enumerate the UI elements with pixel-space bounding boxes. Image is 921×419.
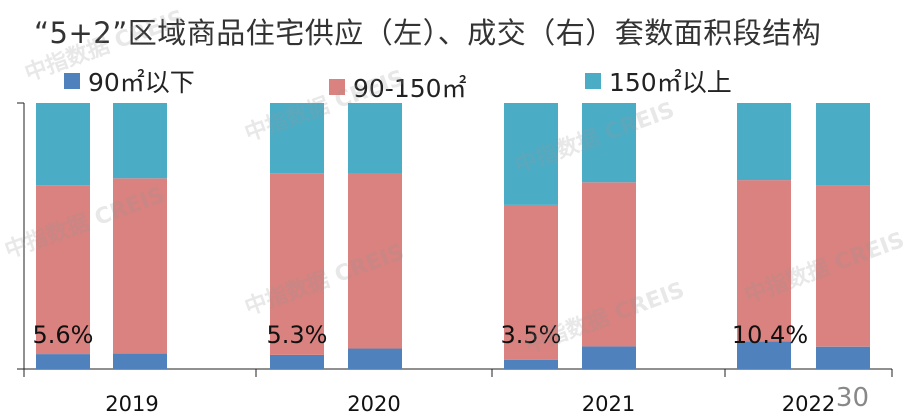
bar-segment-mid [582, 182, 636, 347]
bar-segment-mid [270, 173, 324, 355]
legend-label-mid: 90-150㎡ [353, 74, 467, 103]
legend-swatch-large [585, 73, 601, 89]
legend-label-small: 90㎡以下 [88, 68, 195, 97]
bar-segment-mid [816, 185, 870, 347]
bar-segment-large [270, 103, 324, 174]
bar-segment-large [348, 103, 402, 173]
legend-item-small: 90㎡以下 [64, 66, 195, 97]
data-label: 5.6% [33, 321, 94, 349]
x-tick-label: 2022 [782, 392, 835, 416]
bar-segment-small [816, 346, 870, 369]
bar-segment-small [737, 341, 791, 369]
legend-label-large: 150㎡以上 [609, 68, 732, 97]
bar-segment-large [113, 103, 167, 179]
bar-segment-large [816, 103, 870, 186]
bar-segment-large [582, 103, 636, 183]
x-tick-label: 2020 [347, 392, 400, 416]
bar-segment-small [270, 354, 324, 369]
bar-segment-small [582, 346, 636, 369]
x-tick-label: 2019 [105, 392, 158, 416]
data-label: 3.5% [501, 321, 562, 349]
legend-swatch-small [64, 73, 80, 89]
bar-segment-mid [504, 204, 558, 360]
page-number: 30 [835, 383, 869, 413]
bar-segment-large [36, 103, 90, 186]
bar-segment-large [737, 103, 791, 181]
chart-title: “5+2”区域商品住宅供应（左）、成交（右）套数面积段结构 [34, 16, 822, 50]
bar-segment-large [504, 103, 558, 205]
data-label: 10.4% [732, 321, 808, 349]
bar-segment-mid [36, 185, 90, 355]
legend-item-mid: 90-150㎡ [329, 72, 467, 103]
bar-segment-small [36, 354, 90, 369]
bar-segment-small [504, 359, 558, 369]
bar-segment-mid [348, 173, 402, 349]
bar-segment-mid [113, 178, 167, 354]
bar-segment-mid [737, 180, 791, 342]
legend-swatch-mid [329, 79, 345, 95]
legend-item-large: 150㎡以上 [585, 66, 732, 97]
bar-segment-small [348, 348, 402, 369]
x-tick-label: 2021 [582, 392, 635, 416]
data-label: 5.3% [267, 321, 328, 349]
bar-segment-small [113, 353, 167, 369]
